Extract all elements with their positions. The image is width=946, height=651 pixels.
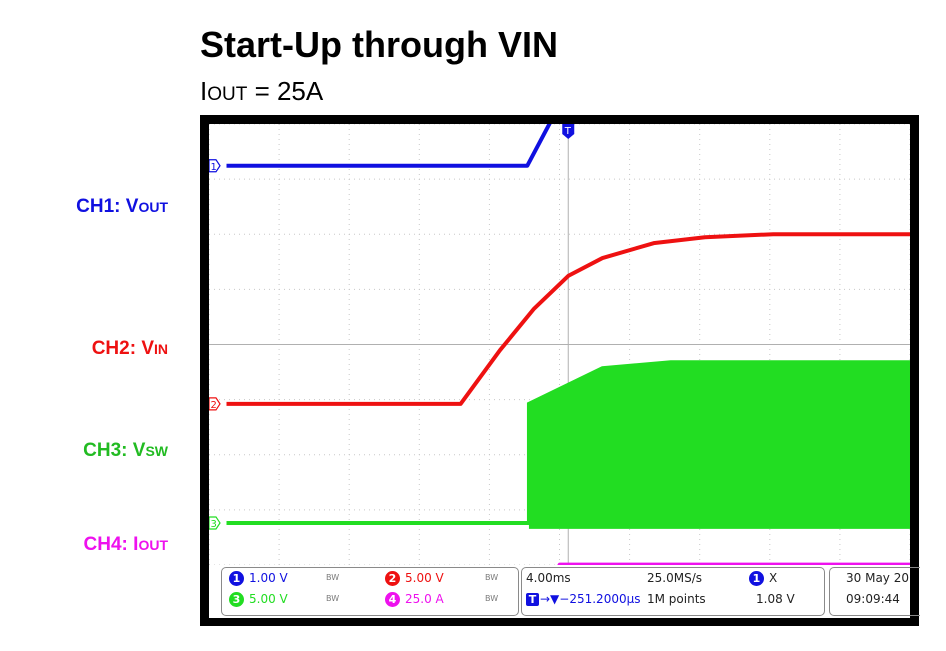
ch1-trace bbox=[226, 124, 552, 168]
ch2-ground-marker-shape bbox=[209, 397, 221, 411]
ch2-trace bbox=[226, 232, 910, 406]
subtitle-symbol: I bbox=[200, 76, 208, 106]
ch2-ground-marker-label: 2 bbox=[211, 400, 217, 411]
trigger-marker-label: T bbox=[564, 126, 572, 137]
channel-label-subscript: IN bbox=[154, 341, 168, 357]
trigger-position-readout: T →▼−251.2000µs bbox=[526, 592, 640, 606]
ch3-badge: 3 bbox=[229, 592, 244, 607]
trigger-position-marker: T bbox=[562, 124, 575, 139]
ch1-ground-marker-shape bbox=[209, 159, 221, 173]
trigger-slope-icon: X bbox=[769, 571, 778, 585]
channel-label-ch3: CH3: VSW bbox=[0, 440, 168, 462]
channel-markers: 1234T bbox=[209, 124, 575, 530]
ch2-scale-value: 5.00 V bbox=[405, 571, 444, 585]
channel-label-subscript: SW bbox=[145, 443, 168, 459]
datetime-panel bbox=[829, 567, 920, 616]
oscilloscope-frame: 1 2 3 4 T 1 1.00 V BW 2 5.00 V BW 3 5.00 V BW 4… bbox=[200, 115, 920, 626]
ch4-badge: 4 bbox=[385, 592, 400, 607]
timebase-readout: 4.00ms bbox=[526, 571, 571, 585]
ch3-switching-envelope bbox=[528, 362, 910, 529]
subtitle-subscript: OUT bbox=[207, 84, 248, 105]
page-title: Start-Up through VIN bbox=[200, 24, 558, 65]
ch1-scale-readout: 1 1.00 V bbox=[229, 571, 288, 586]
ch3-ground-marker-label: 3 bbox=[211, 519, 217, 530]
bandwidth-limit-icon: BW bbox=[326, 594, 340, 603]
channel-label-subscript: OUT bbox=[138, 537, 168, 553]
horizontal-settings-panel bbox=[521, 567, 825, 616]
trigger-level-readout: 1.08 V bbox=[756, 592, 795, 606]
trigger-marker-shape bbox=[562, 124, 575, 139]
bandwidth-limit-icon: BW bbox=[485, 594, 499, 603]
record-length-readout: 1M points bbox=[647, 592, 706, 606]
channel-label-text: CH2: V bbox=[91, 338, 154, 359]
ch1-badge: 1 bbox=[229, 571, 244, 586]
ch3-scale-value: 5.00 V bbox=[249, 592, 288, 606]
bandwidth-limit-icon: BW bbox=[485, 573, 499, 582]
bandwidth-limit-icon: BW bbox=[326, 573, 340, 582]
channel-label-text: CH4: I bbox=[83, 534, 139, 555]
trigger-position-value: →▼−251.2000µs bbox=[540, 592, 641, 606]
channel-label-ch4: CH4: IOUT bbox=[0, 534, 168, 556]
waveform-traces bbox=[226, 124, 910, 565]
channel-label-text: CH1: V bbox=[76, 196, 139, 217]
trigger-position-icon: T bbox=[526, 593, 539, 606]
ch1-scale-value: 1.00 V bbox=[249, 571, 288, 585]
ch1-ground-marker-label: 1 bbox=[211, 162, 217, 173]
ch4-scale-value: 25.0 A bbox=[405, 592, 444, 606]
ch3-trace bbox=[226, 360, 910, 525]
page-subtitle: IOUT = 25A bbox=[200, 76, 323, 107]
date-readout: 30 May 20 bbox=[846, 571, 909, 585]
channel-label-ch1: CH1: VOUT bbox=[0, 196, 168, 218]
ch3-scale-readout: 3 5.00 V bbox=[229, 592, 288, 607]
oscilloscope-screen: 1234T bbox=[209, 124, 910, 565]
ch3-ground-marker-shape bbox=[209, 516, 221, 530]
ch3-ground-marker: 3 bbox=[209, 516, 221, 530]
ch2-scale-readout: 2 5.00 V bbox=[385, 571, 444, 586]
vertical-settings-panel bbox=[221, 567, 519, 616]
ch4-scale-readout: 4 25.0 A bbox=[385, 592, 444, 607]
ch2-badge: 2 bbox=[385, 571, 400, 586]
status-bar: 1 1.00 V BW 2 5.00 V BW 3 5.00 V BW 4 25.0 A… bbox=[209, 565, 920, 618]
channel-label-text: CH3: V bbox=[83, 440, 146, 461]
ch2-ground-marker: 2 bbox=[209, 397, 221, 411]
channel-label-ch2: CH2: VIN bbox=[0, 338, 168, 360]
subtitle-value: = 25A bbox=[247, 76, 324, 106]
trigger-source-badge: 1 bbox=[749, 571, 764, 586]
ch1-ground-marker: 1 bbox=[209, 159, 221, 173]
sample-rate-readout: 25.0MS/s bbox=[647, 571, 702, 585]
channel-label-subscript: OUT bbox=[138, 199, 168, 215]
time-readout: 09:09:44 bbox=[846, 592, 900, 606]
